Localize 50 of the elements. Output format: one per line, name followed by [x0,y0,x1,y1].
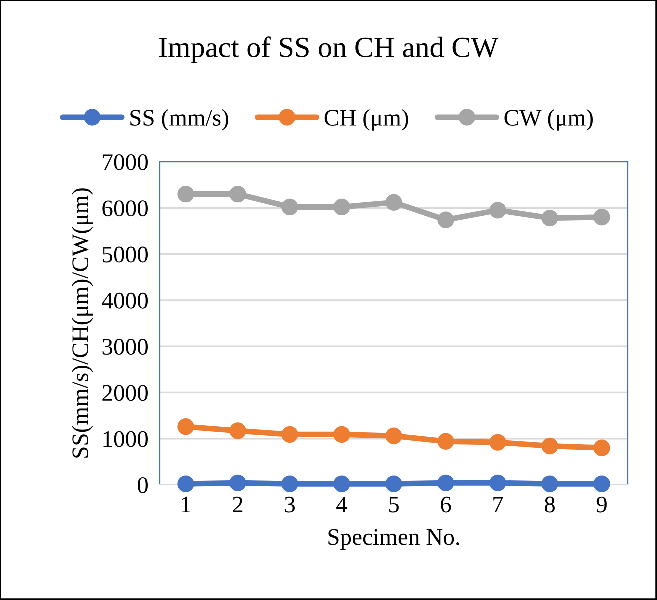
point [490,202,506,219]
point [178,476,194,492]
legend-label: CH (μm) [324,109,408,131]
x-tick-label: 7 [494,497,504,512]
point [594,209,610,226]
x-tick-label: 3 [285,496,295,513]
point [230,422,246,440]
point [438,433,454,450]
chart-title: Impact of SS on CH and CW [159,36,499,64]
x-tick-label: 8 [544,496,556,513]
point [282,426,298,444]
point [490,474,506,492]
point [386,476,402,492]
point [334,198,350,216]
point [386,194,402,211]
x-tick-label: 2 [233,496,243,512]
point [490,434,506,451]
x-tick-label: 6 [441,496,452,513]
y-axis-title: SS(mm/s)/CH(μm)/CW(μm) [72,188,94,458]
y-tick-label: 7000 [103,154,148,170]
y-tick-label: 2000 [102,385,148,402]
point [178,418,194,436]
y-tick-label: 6000 [102,200,148,217]
point [334,426,350,444]
x-tick-label: 9 [596,496,607,513]
point [438,474,454,492]
x-tick-label: 4 [336,496,348,512]
point [386,428,402,444]
point [334,476,350,492]
point [542,438,558,455]
point [438,212,454,228]
point [230,186,246,203]
y-tick-label: 1000 [104,431,148,448]
y-tick-label: 4000 [102,292,148,309]
point [230,474,246,492]
point [594,440,610,456]
point [542,210,558,227]
x-axis-title: Specimen No. [328,529,460,550]
y-tick-label: 5000 [103,246,148,263]
legend-label: CW (μm) [504,109,594,131]
y-tick-label: 0 [138,477,148,494]
point [282,198,298,216]
legend-label: SS (mm/s) [130,109,228,131]
point [594,476,610,492]
point [282,476,298,492]
point [178,186,194,203]
point [542,476,558,492]
x-tick-label: 5 [389,497,399,513]
x-tick-label: 1 [182,496,190,512]
y-tick-label: 3000 [102,339,148,355]
